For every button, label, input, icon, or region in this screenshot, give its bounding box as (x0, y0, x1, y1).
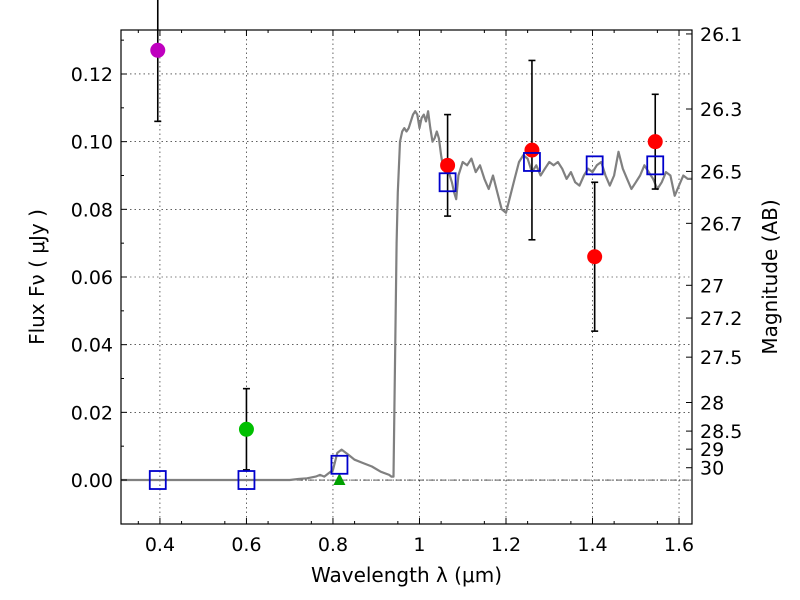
y-tick-label: 0.00 (71, 470, 113, 492)
error-bars (154, 0, 659, 471)
right-tick-label: 27 (700, 275, 724, 297)
y-tick-label: 0.08 (71, 199, 113, 221)
model-photometry-square (330, 454, 349, 475)
x-tick-label: 1.2 (491, 534, 521, 556)
x-tick-label: 1.6 (664, 534, 694, 556)
right-tick-label: 26.3 (700, 99, 742, 121)
data-point (524, 142, 540, 158)
model-photometry-square (646, 155, 665, 176)
axis-ticks (121, 30, 692, 524)
right-tick-label: 26.5 (700, 161, 742, 183)
x-tick-label: 0.6 (231, 534, 261, 556)
model-photometry-square (523, 152, 541, 172)
right-tick-label: 30 (700, 458, 724, 480)
model-photometry-square (585, 155, 604, 176)
model-photometry-square (148, 470, 167, 490)
x-axis-label: Wavelength λ (μm) (311, 563, 502, 587)
model-spectrum (121, 110, 692, 482)
right-tick-label: 27.5 (700, 347, 742, 369)
right-tick-label: 29 (700, 439, 724, 461)
x-tick-label: 1.4 (577, 534, 607, 556)
right-tick-label: 28 (700, 392, 724, 414)
x-tick-labels: 0.4 0.6 0.8 1 1.2 1.4 1.6 (145, 534, 694, 556)
model-photometry-square (237, 470, 256, 490)
model-photometry-square (438, 172, 457, 193)
right-tick-label: 26.1 (700, 24, 742, 46)
data-point (647, 134, 663, 150)
right-axis-label: Magnitude (AB) (758, 199, 782, 354)
right-tick-label: 26.7 (700, 213, 742, 235)
y-tick-label: 0.04 (71, 335, 113, 357)
data-point (440, 157, 456, 173)
y-tick-label: 0.02 (71, 402, 113, 424)
x-tick-label: 0.4 (145, 534, 175, 556)
right-tick-label: 27.2 (700, 308, 742, 330)
data-point (587, 249, 603, 265)
data-point (238, 421, 254, 437)
right-tick-label: 28.5 (700, 421, 742, 443)
data-points (150, 42, 663, 486)
model-photometry-points (148, 152, 665, 490)
upper-limit-triangle (333, 473, 346, 486)
y-axis-label: Flux Fν ( μJy ) (25, 209, 49, 345)
y-tick-label: 0.12 (71, 64, 113, 86)
spectrum-line (121, 110, 692, 482)
y-tick-label: 0.10 (71, 132, 113, 154)
grid-lines (121, 30, 692, 524)
x-tick-label: 0.8 (318, 534, 348, 556)
x-tick-label: 1 (413, 534, 425, 556)
y-tick-label: 0.06 (71, 267, 113, 289)
data-point (150, 42, 166, 58)
y-tick-labels: 0.00 0.02 0.04 0.06 0.08 0.10 0.12 (71, 64, 113, 492)
